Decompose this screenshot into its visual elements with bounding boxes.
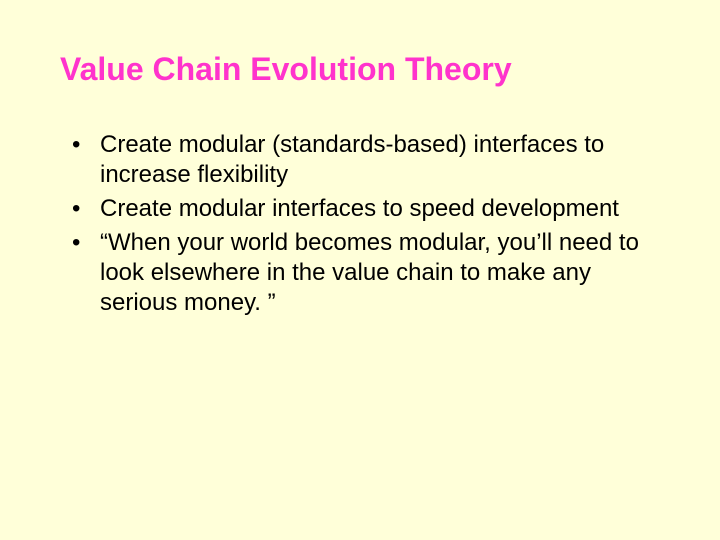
slide-container: Value Chain Evolution Theory Create modu… xyxy=(0,0,720,540)
bullet-list: Create modular (standards-based) interfa… xyxy=(60,130,660,318)
list-item: “When your world becomes modular, you’ll… xyxy=(60,228,660,318)
list-item: Create modular interfaces to speed devel… xyxy=(60,194,660,224)
slide-title: Value Chain Evolution Theory xyxy=(60,50,660,88)
list-item: Create modular (standards-based) interfa… xyxy=(60,130,660,190)
